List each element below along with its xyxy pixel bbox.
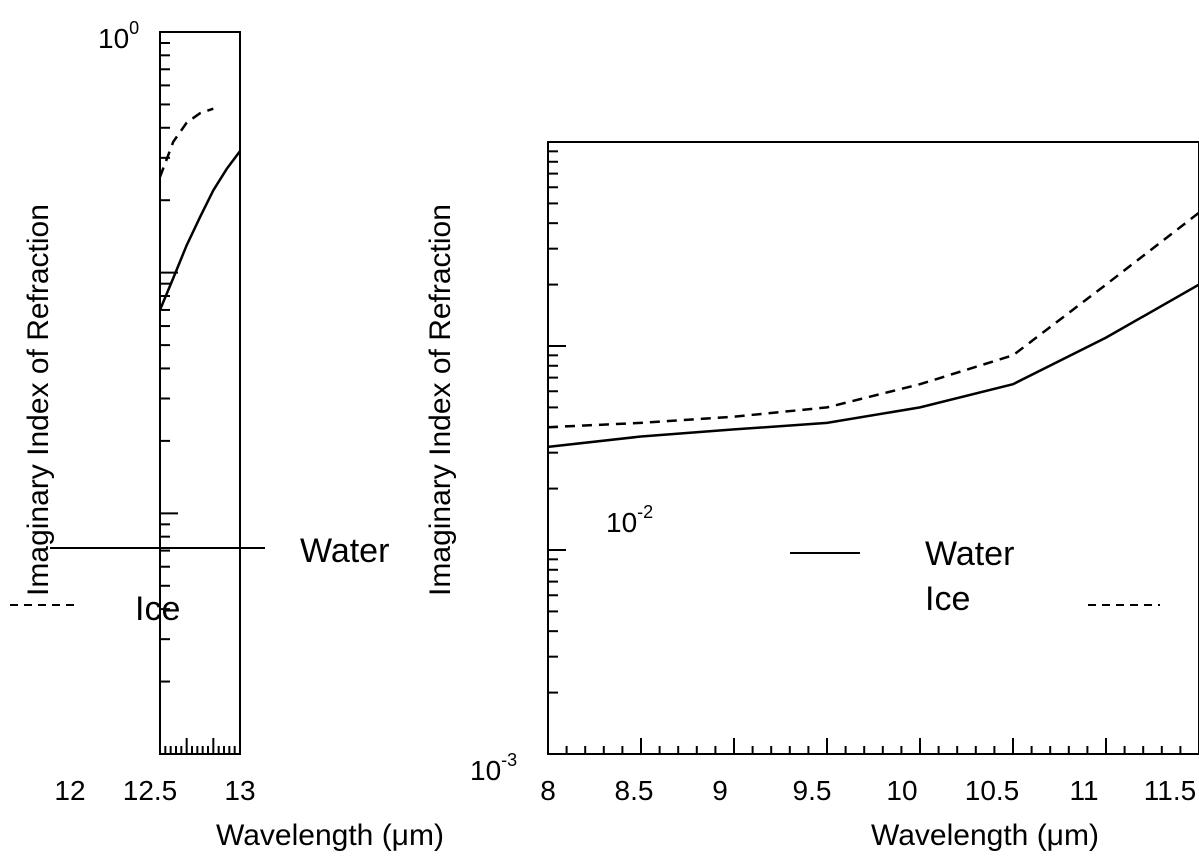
right-legend-ice-label: Ice [925,580,970,618]
right-y-tick-upper-sup: -2 [637,502,653,522]
left-y-tick-base: 10 [98,23,129,54]
left-y-tick-label-exp: 100 [98,18,139,54]
right-x-tick-label: 10.5 [965,775,1020,806]
right-x-axis-title: Wavelength (μm) [871,819,1099,852]
left-y-axis-title: Imaginary Index of Refraction [22,204,55,596]
right-x-tick-label: 11.5 [1144,775,1196,806]
right-y-tick-upper-base: 10 [606,507,637,538]
left-legend-ice-label: Ice [135,590,180,628]
right-x-tick-label: 9 [712,775,728,806]
left-x-axis-title: Wavelength (μm) [216,819,444,852]
left-y-ticks [160,31,178,755]
right-x-tick-label: 8.5 [615,775,654,806]
right-y-ticks [548,141,566,755]
left-panel: 100 12 12.5 13 Wavelength (μm) Imaginary… [10,18,444,852]
left-x-tick-label: 12 [54,775,85,806]
right-y-tick-label-lower: 10-3 [470,750,517,786]
right-plot-area [547,141,1199,755]
right-x-tick-label: 10 [886,775,917,806]
right-legend-water-label: Water [925,535,1014,573]
left-x-ticks [159,738,241,754]
right-x-tick-labels: 8 8.5 9 9.5 10 10.5 11 11.5 [540,775,1196,806]
left-legend: Water Ice [10,532,389,628]
series-line-ice [158,107,214,178]
series-line-ice [547,211,1199,429]
left-x-tick-labels: 12 12.5 13 [54,775,255,806]
right-y-tick-lower-sup: -3 [501,750,517,770]
right-y-tick-label-upper: 10-2 [606,502,653,538]
right-legend: Water Ice [790,535,1160,618]
series-line-water [158,150,242,311]
right-x-tick-label: 9.5 [793,775,832,806]
right-x-ticks [547,738,1199,754]
left-x-tick-label: 12.5 [123,775,178,806]
right-y-axis-title: Imaginary Index of Refraction [424,204,457,596]
right-x-tick-label: 8 [540,775,556,806]
left-plot-area [159,31,241,755]
left-x-tick-label: 13 [224,775,255,806]
right-panel: 10-2 10-3 8 8.5 9 9.5 10 10.5 11 11.5 Wa… [424,141,1199,852]
series-line-water [547,283,1199,449]
left-series [158,107,242,311]
right-y-tick-lower-base: 10 [470,755,501,786]
left-legend-water-label: Water [300,532,389,570]
right-x-tick-label: 11 [1069,775,1098,806]
right-series [547,211,1199,449]
left-y-tick-sup: 0 [129,18,139,38]
